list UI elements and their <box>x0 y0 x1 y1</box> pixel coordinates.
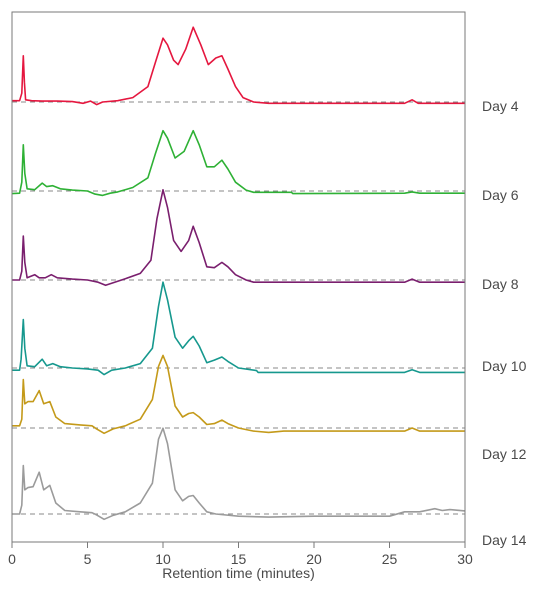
x-axis-label: Retention time (minutes) <box>162 565 315 581</box>
axes: 0 5 10 15 20 25 30 Retention time (minutes) <box>8 11 473 581</box>
x-tick-label: 30 <box>457 551 473 567</box>
traces-layer <box>11 26 466 521</box>
x-tick-label: 25 <box>382 551 398 567</box>
x-tick-label: 15 <box>231 551 247 567</box>
series-label: Day 6 <box>482 187 519 203</box>
x-tick-label: 5 <box>84 551 92 567</box>
series-label: Day 8 <box>482 276 519 292</box>
series-label: Day 12 <box>482 446 527 462</box>
series-label: Day 10 <box>482 358 527 374</box>
series-line-day-8 <box>12 189 465 287</box>
x-tick-label: 10 <box>155 551 171 567</box>
series-line-day-14 <box>12 427 466 521</box>
x-tick-label: 0 <box>8 551 16 567</box>
series-label: Day 14 <box>482 532 527 548</box>
x-ticks: 0 5 10 15 20 25 30 <box>8 542 473 567</box>
series-labels: Day 4 Day 6 Day 8 Day 10 Day 12 Day 14 <box>482 98 527 548</box>
series-line-day-6 <box>11 129 465 197</box>
series-line-day-4 <box>12 26 465 106</box>
series-line-day-10 <box>12 281 465 376</box>
series-label: Day 4 <box>482 98 519 114</box>
x-tick-label: 20 <box>306 551 322 567</box>
series-line-day-12 <box>12 354 465 435</box>
